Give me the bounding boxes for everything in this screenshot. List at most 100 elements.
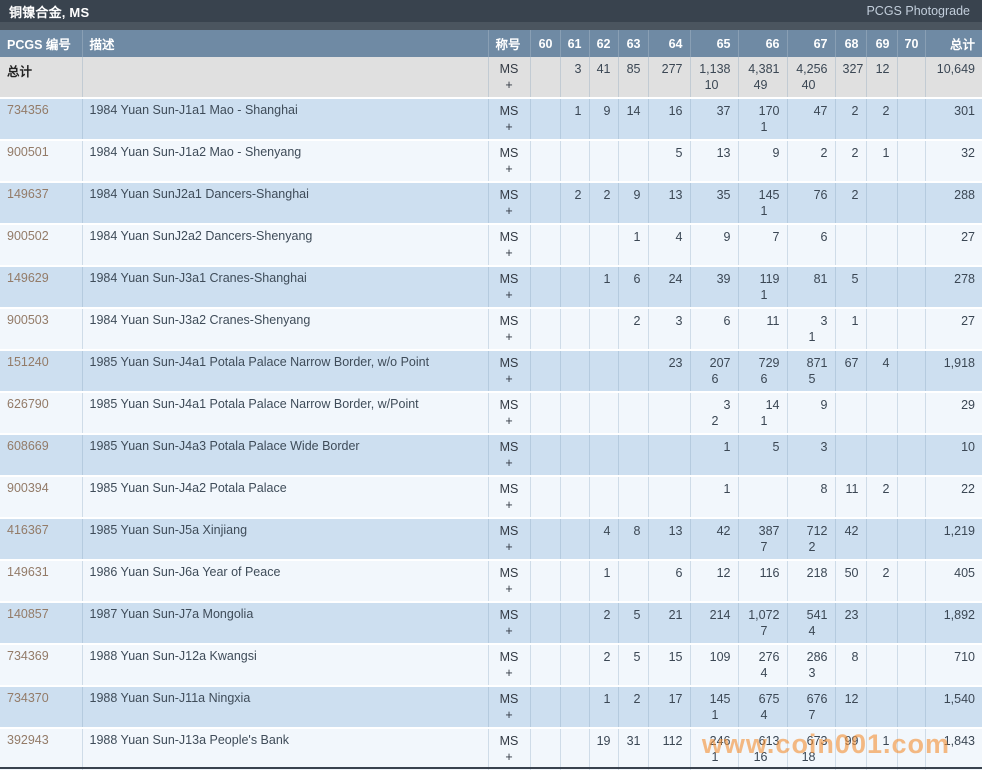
grade-cell-61: 3: [559, 57, 589, 98]
grade-cell-60: [529, 433, 560, 476]
grade-count: 1,138: [699, 62, 731, 76]
grade-count: 2: [820, 146, 828, 160]
grade-cell-61: 1: [559, 97, 589, 140]
photograde-link[interactable]: PCGS Photograde: [866, 4, 970, 18]
plus-count: [597, 455, 611, 471]
table-row: 149631 1986 Yuan Sun-J6a Year of Peace MS +…: [0, 559, 982, 602]
table-row: 608669 1985 Yuan Sun-J4a3 Potala Palace W…: [0, 433, 982, 476]
grade-count: [568, 565, 582, 581]
pcgs-number-link[interactable]: 900503: [0, 307, 82, 350]
plus-count: [626, 665, 641, 681]
column-header-9: 66: [737, 30, 787, 57]
grade-count: [568, 313, 582, 329]
grade-count: [538, 649, 553, 665]
grade-count: [656, 439, 683, 455]
grade-count: [874, 523, 890, 539]
pcgs-number-link[interactable]: 734356: [0, 97, 82, 140]
total-cell: 1,892: [924, 601, 982, 644]
description-cell: 1986 Yuan Sun-J6a Year of Peace: [81, 559, 488, 602]
pcgs-number-link[interactable]: 900394: [0, 475, 82, 518]
pcgs-number-link[interactable]: 900501: [0, 139, 82, 182]
designation-cell: MS +: [487, 685, 530, 728]
grade-count: 170: [758, 104, 780, 118]
grade-cell-62: [588, 391, 618, 434]
page-title: 铜镍合金, MS: [9, 4, 90, 20]
grade-count: 5: [633, 608, 641, 622]
pcgs-number-link[interactable]: 626790: [0, 391, 82, 434]
plus-count: [795, 245, 828, 261]
pcgs-number-link[interactable]: 392943: [0, 727, 82, 770]
grade-count: [538, 397, 553, 413]
grade-count: [597, 229, 611, 245]
grade-count: 6: [675, 566, 683, 580]
plus-count: [874, 77, 890, 93]
plus-count: [568, 455, 582, 471]
grade-count: 3: [574, 62, 582, 76]
grade-cell-70: [896, 181, 925, 224]
grade-count: 37: [716, 104, 731, 118]
plus-count: [656, 245, 683, 261]
grade-cell-62: [588, 139, 618, 182]
plus-count: [874, 539, 890, 555]
description-cell: 1984 Yuan SunJ2a2 Dancers-Shenyang: [81, 223, 488, 266]
plus-count: [597, 497, 611, 513]
grade-count: [538, 103, 553, 119]
designation-plus: +: [505, 372, 513, 386]
grade-count: 9: [603, 104, 611, 118]
plus-count: [626, 329, 641, 345]
grade-cell-62: 2: [588, 181, 618, 224]
plus-count: 5: [808, 372, 816, 386]
grade-count: [656, 481, 683, 497]
grade-cell-65: 37: [689, 97, 738, 140]
grade-cell-69: 1: [865, 727, 897, 770]
plus-count: [874, 581, 890, 597]
population-table: PCGS 编号 描述 称号 60 61 62 63 64 65 66 67 68 69 70 总计 总计 MS…: [0, 30, 982, 770]
grade-cell-63: 6: [617, 265, 648, 308]
plus-count: 10: [704, 78, 719, 92]
pcgs-number-link[interactable]: 149631: [0, 559, 82, 602]
grade-cell-62: 9: [588, 97, 618, 140]
plus-count: [795, 581, 828, 597]
plus-count: [905, 203, 918, 219]
grade-count: [568, 439, 582, 455]
grade-count: 21: [668, 608, 683, 622]
pcgs-number-link[interactable]: 734370: [0, 685, 82, 728]
grade-count: 1: [723, 482, 731, 496]
grade-cell-63: [617, 391, 648, 434]
grade-count: [568, 229, 582, 245]
plus-count: [626, 203, 641, 219]
grade-cell-64: 6: [647, 559, 690, 602]
pcgs-number-link[interactable]: 140857: [0, 601, 82, 644]
grade-cell-64: [647, 475, 690, 518]
grade-count: 42: [716, 524, 731, 538]
grade-cell-70: [896, 601, 925, 644]
grade-count: 327: [842, 62, 864, 76]
plus-count: [656, 77, 683, 93]
plus-count: [843, 77, 859, 93]
grade-count: 4,381: [748, 62, 780, 76]
pcgs-number-link[interactable]: 149637: [0, 181, 82, 224]
grade-count: [538, 523, 553, 539]
plus-count: [568, 665, 582, 681]
pcgs-number-link[interactable]: 151240: [0, 349, 82, 392]
grade-count: [597, 313, 611, 329]
plus-count: [656, 119, 683, 135]
total-count: 278: [954, 272, 975, 286]
plus-count: [626, 161, 641, 177]
grade-cell-60: [529, 391, 560, 434]
pcgs-number-link[interactable]: 416367: [0, 517, 82, 560]
plus-count: [568, 161, 582, 177]
designation-ms: MS: [499, 314, 519, 328]
pcgs-number-link[interactable]: 149629: [0, 265, 82, 308]
plus-count: [795, 455, 828, 471]
plus-count: [568, 749, 582, 765]
pcgs-number-link[interactable]: 900502: [0, 223, 82, 266]
grade-count: 9: [723, 230, 731, 244]
designation-cell: MS +: [487, 433, 530, 476]
pcgs-number-link[interactable]: 608669: [0, 433, 82, 476]
grade-count: 3: [675, 314, 683, 328]
pcgs-number-link[interactable]: 734369: [0, 643, 82, 686]
grade-count: 119: [759, 272, 780, 286]
grade-count: [568, 397, 582, 413]
plus-count: [656, 707, 683, 723]
